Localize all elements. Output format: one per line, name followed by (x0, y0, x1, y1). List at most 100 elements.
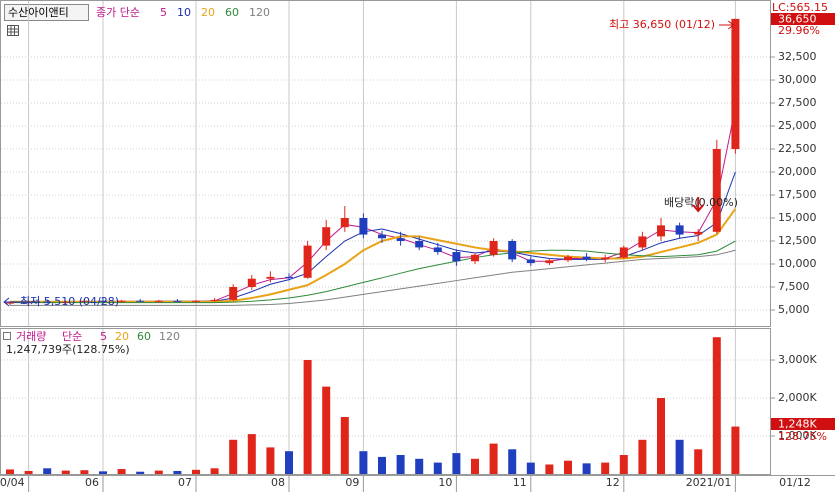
low-annotation: 최저 5,510 (04/28) (20, 295, 119, 308)
candle-body (322, 227, 331, 246)
volume-legend-prefix: 단순 (62, 330, 82, 343)
candle-body (675, 225, 684, 235)
current-date: 01/12 (779, 476, 811, 489)
volume-bar (99, 471, 107, 474)
volume-subtitle: 1,247,739주(128.75%) (6, 343, 130, 356)
candle-body (415, 241, 424, 248)
candle-body (564, 256, 572, 261)
volume-bar (173, 470, 182, 474)
candle-body (712, 149, 721, 232)
candle-body (657, 225, 665, 237)
candle-body (582, 256, 591, 260)
legend-entry: 60 (225, 6, 239, 19)
candle-body (638, 236, 647, 248)
candle-body (452, 252, 461, 262)
y-tick-label: 3,000K (778, 353, 817, 366)
candle-body (136, 300, 145, 302)
volume-legend-entry: 60 (137, 330, 151, 343)
volume-bar (396, 455, 405, 474)
volume-bar (638, 439, 647, 474)
candle-body (359, 218, 368, 235)
candle-body (266, 276, 275, 279)
volume-bar (24, 470, 33, 474)
y-tick-label: 17,500 (778, 188, 817, 201)
volume-bar (415, 458, 424, 474)
candle-body (192, 300, 200, 302)
volume-bar (192, 469, 200, 474)
volume-bar (489, 443, 498, 474)
candle-body (601, 257, 610, 260)
moving-average-line (10, 208, 737, 303)
x-tick-label: 10 (438, 476, 452, 489)
y-tick-label: 25,000 (778, 119, 817, 132)
low-arrow (3, 297, 40, 307)
candle-body (173, 300, 182, 302)
y-tick-label: 2,000K (778, 391, 817, 404)
price-panel (0, 0, 771, 327)
volume-bar (712, 337, 721, 474)
volume-bar (322, 386, 331, 474)
volume-bar (508, 449, 517, 474)
x-tick-label: 11 (513, 476, 527, 489)
y-tick-label: 27,500 (778, 96, 817, 109)
volume-legend-entry: 20 (115, 330, 129, 343)
volume-bar (136, 471, 145, 474)
volume-bar (266, 447, 275, 474)
y-tick-label: 30,000 (778, 73, 817, 86)
y-tick-label: 1,000K (778, 429, 817, 442)
y-tick-label: 32,500 (778, 50, 817, 63)
volume-legend-entry: 5 (100, 330, 107, 343)
volume-bar (340, 417, 349, 474)
candle-body (731, 18, 740, 150)
moving-average-line (10, 240, 736, 304)
y-tick-label: 20,000 (778, 165, 817, 178)
last-price-box (771, 13, 835, 25)
volume-bar (619, 455, 628, 474)
candle-body (433, 247, 442, 253)
y-tick-label: 7,500 (778, 280, 810, 293)
volume-icon (3, 332, 11, 340)
x-tick-label: 07 (178, 476, 192, 489)
candle-body (340, 218, 349, 228)
stock-name[interactable]: 수산아이앤티 (8, 6, 69, 19)
event-annotation: 배당락(0.00%) (664, 196, 738, 209)
y-tick-label: 22,500 (778, 142, 817, 155)
legend-entry: 5 (160, 6, 167, 19)
candle-body (210, 299, 219, 301)
candle-body (471, 254, 479, 262)
legend-entry: 20 (201, 6, 215, 19)
volume-bar (433, 462, 442, 474)
volume-bar (582, 463, 591, 474)
candle-body (526, 259, 535, 264)
legend-prefix: 종가 단순 (96, 6, 140, 19)
candle-body (508, 241, 517, 260)
volume-bar (378, 456, 386, 474)
volume-bar (526, 462, 535, 474)
volume-bar (154, 470, 163, 474)
candle-body (99, 300, 107, 302)
candle-body (6, 302, 14, 304)
candle-body (396, 238, 405, 242)
x-tick-label: 06 (85, 476, 99, 489)
candle-body (545, 260, 554, 264)
volume-bar (80, 470, 89, 474)
volume-bar (675, 439, 684, 474)
stock-name-box[interactable] (4, 4, 89, 21)
high-annotation: 최고 36,650 (01/12) (609, 18, 715, 31)
event-arrow (692, 197, 704, 213)
volume-title: 거래량 (16, 330, 46, 343)
moving-average-line (10, 249, 736, 306)
grid-icon-lines (7, 25, 19, 36)
candle-body (154, 300, 163, 302)
lc-label: LC:565.15 (772, 1, 828, 14)
legend-entry: 120 (249, 6, 270, 19)
x-tick-label: 12 (606, 476, 620, 489)
volume-legend-entry: 120 (159, 330, 180, 343)
legend-entry: 10 (177, 6, 191, 19)
change-label: 29.96% (778, 24, 820, 37)
grid-icon[interactable] (7, 25, 19, 36)
high-arrow (719, 20, 735, 30)
volume-bar (545, 464, 554, 474)
last-volume-box (771, 418, 835, 430)
